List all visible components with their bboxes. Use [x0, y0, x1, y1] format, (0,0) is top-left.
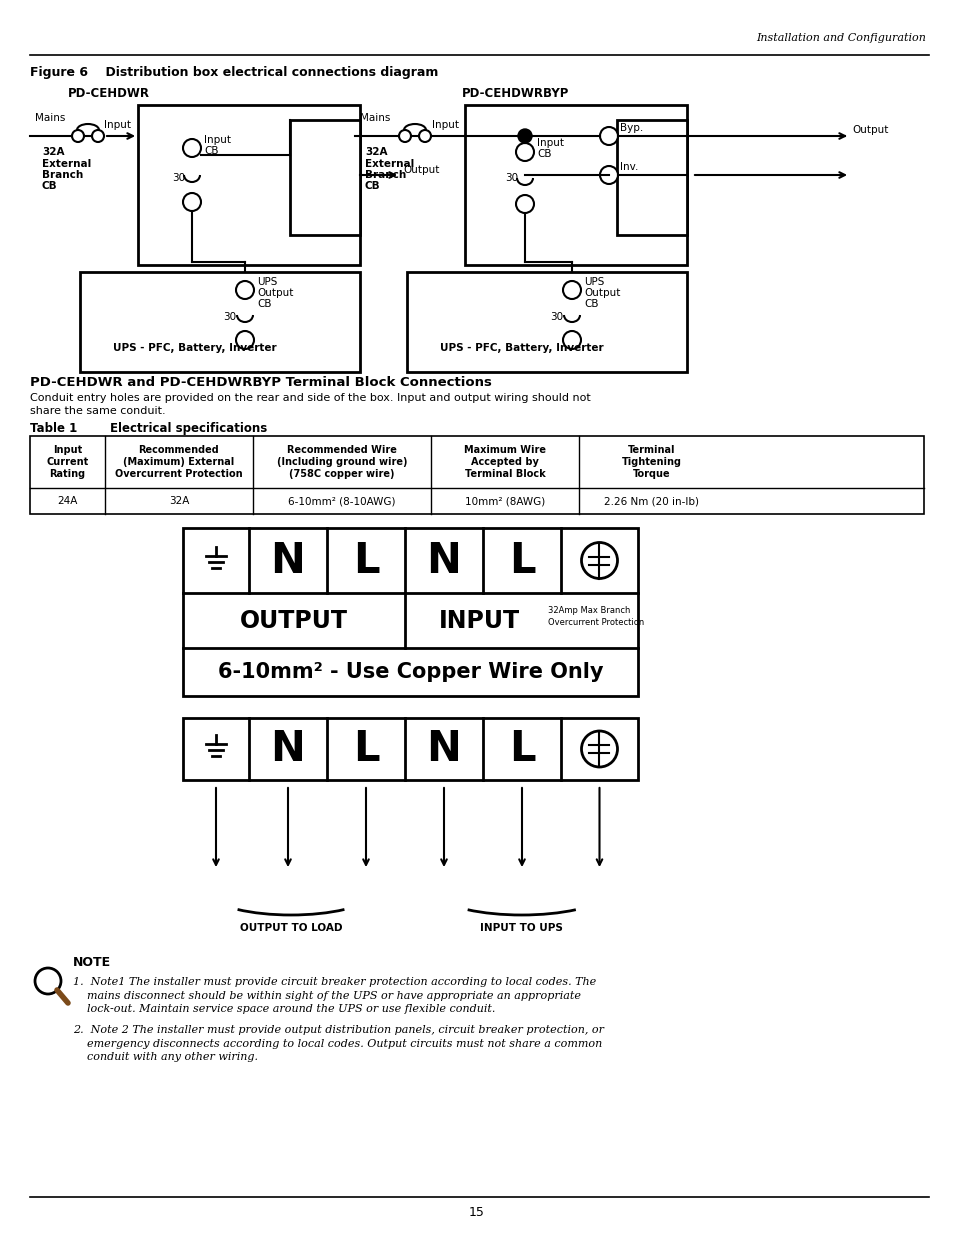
Circle shape — [581, 542, 617, 578]
Text: Installation and Configuration: Installation and Configuration — [756, 33, 925, 43]
Text: L: L — [508, 727, 535, 769]
Text: Mains: Mains — [35, 112, 66, 124]
Text: Branch: Branch — [42, 170, 83, 180]
Circle shape — [183, 193, 201, 211]
Circle shape — [516, 195, 534, 212]
Bar — [464, 105, 686, 266]
Text: Byp.: Byp. — [619, 124, 642, 133]
Text: share the same conduit.: share the same conduit. — [30, 406, 166, 416]
Circle shape — [183, 140, 201, 157]
Text: External: External — [365, 159, 414, 169]
Text: Output: Output — [256, 288, 294, 298]
Circle shape — [91, 130, 104, 142]
Circle shape — [562, 331, 580, 350]
Text: CB: CB — [42, 182, 57, 191]
Text: Output: Output — [583, 288, 619, 298]
Text: 6-10mm² (8-10AWG): 6-10mm² (8-10AWG) — [288, 496, 395, 506]
Text: N: N — [426, 540, 461, 582]
Text: CB: CB — [537, 149, 551, 159]
Text: 10mm² (8AWG): 10mm² (8AWG) — [464, 496, 544, 506]
Text: 24A: 24A — [57, 496, 77, 506]
Text: 32A: 32A — [365, 147, 387, 157]
Text: Branch: Branch — [365, 170, 406, 180]
Circle shape — [71, 130, 84, 142]
Text: Output: Output — [851, 125, 887, 135]
Text: NOTE: NOTE — [73, 956, 111, 969]
Bar — [407, 272, 686, 372]
Text: CB: CB — [204, 146, 218, 156]
Text: OUTPUT TO LOAD: OUTPUT TO LOAD — [239, 923, 342, 932]
Text: Table 1: Table 1 — [30, 421, 77, 435]
Text: 1.  Note1 The installer must provide circuit breaker protection according to loc: 1. Note1 The installer must provide circ… — [73, 977, 596, 1014]
Text: 32A: 32A — [42, 147, 65, 157]
Text: External: External — [42, 159, 91, 169]
Circle shape — [418, 130, 431, 142]
Text: Recommended Wire
(Including ground wire)
(758C copper wire): Recommended Wire (Including ground wire)… — [276, 445, 407, 479]
Text: Terminal
Tightening
Torque: Terminal Tightening Torque — [620, 445, 680, 479]
Text: UPS: UPS — [256, 277, 277, 287]
Bar — [617, 120, 686, 235]
Circle shape — [516, 143, 534, 161]
Text: N: N — [271, 540, 305, 582]
Text: OUTPUT: OUTPUT — [240, 609, 348, 632]
Circle shape — [35, 968, 61, 994]
Bar — [80, 272, 359, 372]
Bar — [183, 529, 638, 697]
Circle shape — [599, 165, 618, 184]
Text: PD-CEHDWR: PD-CEHDWR — [68, 86, 150, 100]
Text: UPS - PFC, Battery, Inverter: UPS - PFC, Battery, Inverter — [112, 343, 276, 353]
Text: Mains: Mains — [359, 112, 390, 124]
Text: 30: 30 — [504, 173, 517, 183]
Bar — [183, 718, 638, 781]
Circle shape — [398, 130, 411, 142]
Text: L: L — [508, 540, 535, 582]
Text: PD-CEHDWR and PD-CEHDWRBYP Terminal Block Connections: PD-CEHDWR and PD-CEHDWRBYP Terminal Bloc… — [30, 375, 492, 389]
Text: Input: Input — [204, 135, 231, 144]
Text: 30: 30 — [223, 312, 236, 322]
Circle shape — [517, 128, 532, 143]
Circle shape — [235, 331, 253, 350]
Text: Electrical specifications: Electrical specifications — [110, 421, 267, 435]
Text: Conduit entry holes are provided on the rear and side of the box. Input and outp: Conduit entry holes are provided on the … — [30, 393, 590, 403]
Text: N: N — [271, 727, 305, 769]
Text: INPUT: INPUT — [438, 609, 519, 632]
Text: Recommended
(Maximum) External
Overcurrent Protection: Recommended (Maximum) External Overcurre… — [115, 445, 243, 479]
Text: 6-10mm² - Use Copper Wire Only: 6-10mm² - Use Copper Wire Only — [217, 662, 602, 682]
Circle shape — [599, 127, 618, 144]
Text: Input: Input — [432, 120, 458, 130]
Text: PD-CEHDWRBYP: PD-CEHDWRBYP — [461, 86, 569, 100]
Text: L: L — [353, 727, 379, 769]
Text: L: L — [353, 540, 379, 582]
Text: Figure 6    Distribution box electrical connections diagram: Figure 6 Distribution box electrical con… — [30, 65, 438, 79]
Circle shape — [581, 731, 617, 767]
Text: N: N — [426, 727, 461, 769]
Text: Inv.: Inv. — [619, 162, 638, 172]
Bar — [138, 105, 359, 266]
Text: 32A: 32A — [169, 496, 189, 506]
Text: INPUT TO UPS: INPUT TO UPS — [479, 923, 562, 932]
Text: CB: CB — [365, 182, 380, 191]
Text: Input: Input — [104, 120, 131, 130]
Text: 2.26 Nm (20 in-lb): 2.26 Nm (20 in-lb) — [603, 496, 699, 506]
Text: 2.  Note 2 The installer must provide output distribution panels, circuit breake: 2. Note 2 The installer must provide out… — [73, 1025, 603, 1062]
Text: CB: CB — [583, 299, 598, 309]
Text: UPS: UPS — [583, 277, 604, 287]
Text: Input: Input — [537, 138, 563, 148]
Text: 32Amp Max Branch
Overcurrent Protection: 32Amp Max Branch Overcurrent Protection — [547, 606, 643, 627]
Circle shape — [562, 282, 580, 299]
Text: Maximum Wire
Accepted by
Terminal Block: Maximum Wire Accepted by Terminal Block — [463, 445, 545, 479]
Text: Output: Output — [402, 165, 439, 175]
Bar — [30, 436, 923, 514]
Bar — [290, 120, 359, 235]
Text: 15: 15 — [469, 1207, 484, 1219]
Text: 30: 30 — [172, 173, 185, 183]
Text: CB: CB — [256, 299, 272, 309]
Text: UPS - PFC, Battery, Inverter: UPS - PFC, Battery, Inverter — [439, 343, 603, 353]
Text: Input
Current
Rating: Input Current Rating — [47, 445, 89, 479]
Text: 30: 30 — [550, 312, 562, 322]
Circle shape — [235, 282, 253, 299]
